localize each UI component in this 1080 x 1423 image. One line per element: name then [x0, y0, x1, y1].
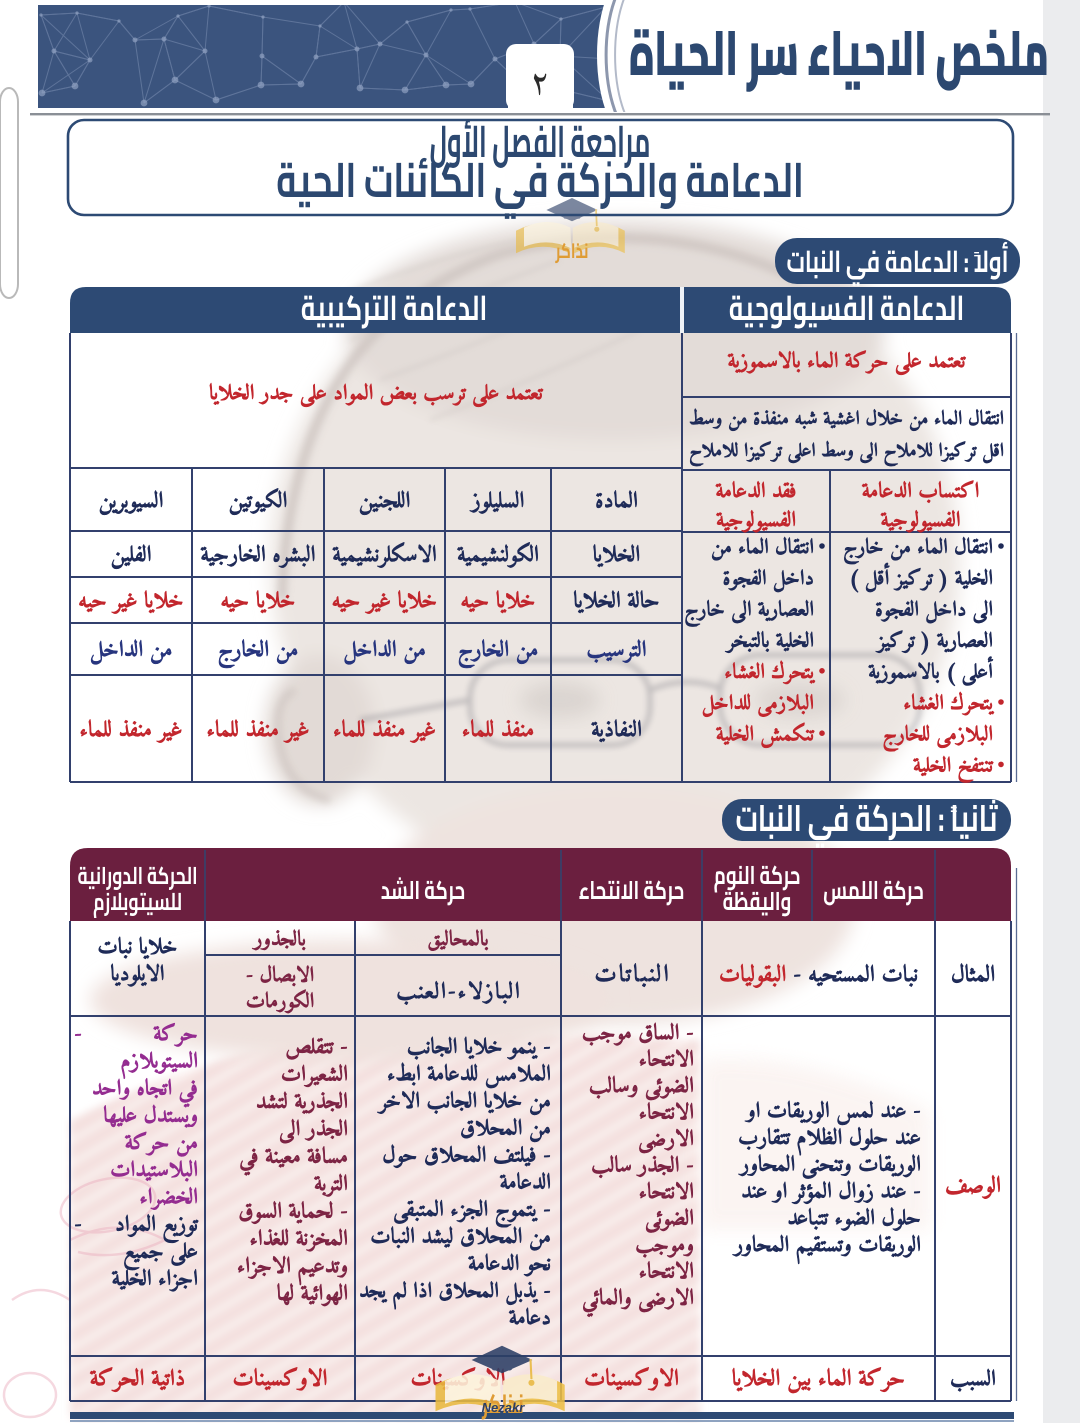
svg-text:Nezakr: Nezakr [482, 1400, 526, 1415]
